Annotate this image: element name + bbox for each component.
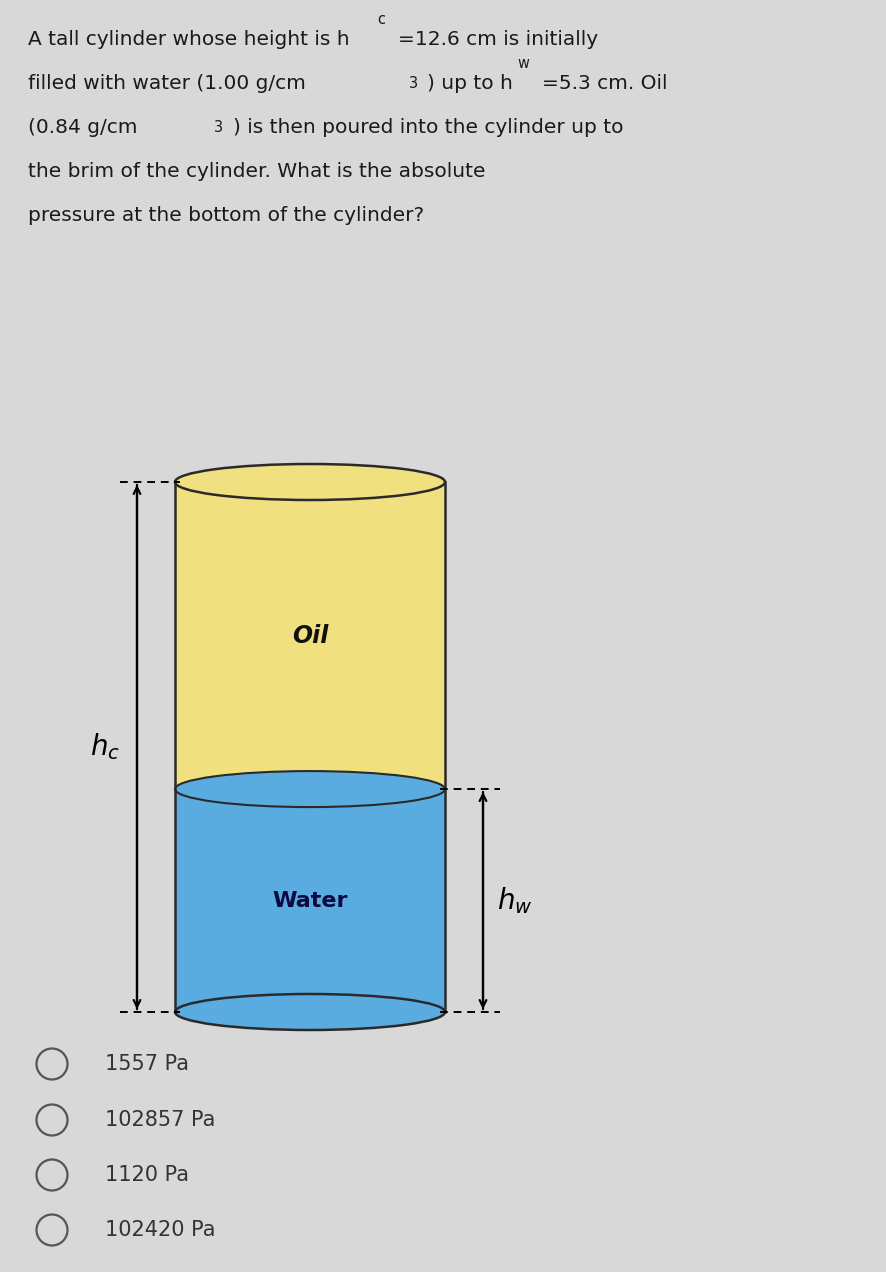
- Text: pressure at the bottom of the cylinder?: pressure at the bottom of the cylinder?: [28, 206, 424, 225]
- Ellipse shape: [175, 771, 445, 806]
- Text: $h_w$: $h_w$: [497, 885, 532, 916]
- Text: 102857 Pa: 102857 Pa: [105, 1110, 215, 1130]
- Polygon shape: [175, 789, 445, 1013]
- Text: =12.6 cm is initially: =12.6 cm is initially: [398, 31, 598, 50]
- Text: A tall cylinder whose height is h: A tall cylinder whose height is h: [28, 31, 350, 50]
- Text: the brim of the cylinder. What is the absolute: the brim of the cylinder. What is the ab…: [28, 162, 486, 181]
- Text: (0.84 g/cm: (0.84 g/cm: [28, 118, 137, 137]
- Text: Water: Water: [272, 890, 347, 911]
- Text: $h_c$: $h_c$: [90, 731, 120, 762]
- Text: c: c: [377, 11, 385, 27]
- Text: ) up to h: ) up to h: [427, 74, 513, 93]
- Text: 3: 3: [214, 120, 223, 135]
- Text: Oil: Oil: [291, 623, 328, 647]
- Text: 1120 Pa: 1120 Pa: [105, 1165, 189, 1186]
- Text: 102420 Pa: 102420 Pa: [105, 1220, 215, 1240]
- Polygon shape: [175, 482, 445, 1013]
- Text: =5.3 cm. Oil: =5.3 cm. Oil: [542, 74, 667, 93]
- Text: filled with water (1.00 g/cm: filled with water (1.00 g/cm: [28, 74, 306, 93]
- Ellipse shape: [175, 464, 445, 500]
- Text: 1557 Pa: 1557 Pa: [105, 1054, 189, 1074]
- Ellipse shape: [175, 993, 445, 1030]
- Text: w: w: [517, 56, 529, 71]
- Text: 3: 3: [409, 76, 418, 92]
- Text: ) is then poured into the cylinder up to: ) is then poured into the cylinder up to: [233, 118, 624, 137]
